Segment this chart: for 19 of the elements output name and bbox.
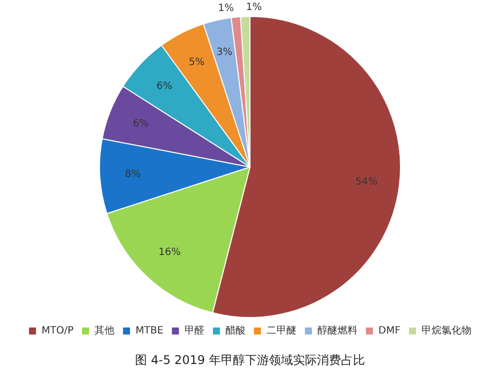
legend-label: MTBE — [136, 326, 164, 337]
data-label: 8% — [124, 168, 141, 180]
data-label: 6% — [156, 81, 172, 92]
data-label: 16% — [158, 247, 181, 258]
data-label: 54% — [355, 176, 378, 188]
legend-label: 二甲醚 — [266, 324, 296, 337]
legend-label: 甲醛 — [184, 324, 204, 337]
legend-label: 其他 — [94, 324, 115, 337]
legend-label: DMF — [378, 326, 401, 337]
data-label: 1% — [246, 2, 262, 14]
data-label: 1% — [218, 2, 234, 14]
legend-label: MTO/P — [42, 326, 74, 337]
legend-label: 醋酸 — [225, 324, 246, 337]
text: 图 4-5 2019 年甲醇下游领域实际消费占比 — [134, 352, 366, 369]
data-label: 5% — [188, 57, 205, 68]
legend-label: 醇醚燃料 — [317, 324, 358, 337]
legend-label: 甲烷氯化物 — [422, 324, 472, 337]
data-label: 6% — [132, 118, 149, 130]
data-label: 3% — [216, 47, 232, 58]
